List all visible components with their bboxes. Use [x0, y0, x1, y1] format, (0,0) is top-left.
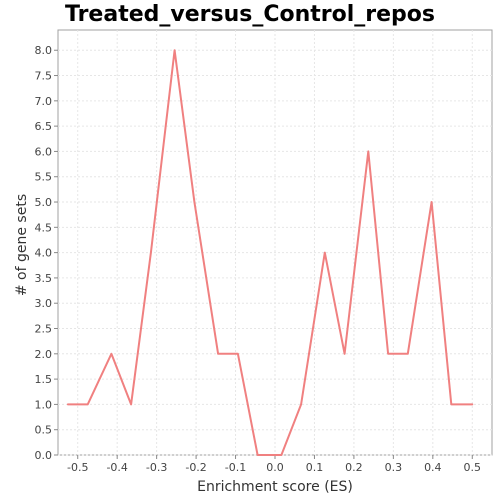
y-tick-label: 3.0	[35, 297, 53, 310]
y-tick-label: 4.0	[35, 247, 53, 260]
x-tick-label: -0.2	[185, 461, 206, 474]
y-axis-label: # of gene sets	[14, 194, 30, 296]
series-layer	[66, 49, 474, 456]
y-tick-label: 2.0	[35, 348, 53, 361]
x-tick-label: -0.5	[67, 461, 88, 474]
y-tick-label: 0.0	[35, 449, 53, 462]
y-tick-label: 6.5	[35, 120, 53, 133]
y-tick-label: 6.0	[35, 145, 53, 158]
x-tick-label: -0.3	[146, 461, 167, 474]
x-tick-label: -0.4	[106, 461, 127, 474]
x-tick-label: 0.1	[306, 461, 324, 474]
y-tick-label: 1.0	[35, 398, 53, 411]
y-tick-label: 4.5	[35, 221, 53, 234]
y-tick-label: 2.5	[35, 323, 53, 336]
y-tick-label: 1.5	[35, 373, 53, 386]
y-tick-label: 7.5	[35, 70, 53, 83]
x-tick-label: -0.1	[225, 461, 246, 474]
x-axis-label: Enrichment score (ES)	[197, 479, 353, 495]
y-tick-label: 5.0	[35, 196, 53, 209]
series-line	[66, 49, 474, 456]
y-tick-label: 3.5	[35, 272, 53, 285]
y-tick-label: 0.5	[35, 424, 53, 437]
y-tick-label: 8.0	[35, 44, 53, 57]
y-tick-label: 5.5	[35, 171, 53, 184]
x-tick-label: 0.5	[464, 461, 482, 474]
y-tick-label: 7.0	[35, 95, 53, 108]
x-tick-label: 0.2	[345, 461, 363, 474]
grid	[58, 30, 492, 456]
axis-ticks: 0.0 0.5 1.0 1.5 2.0 2.5 3.0 3.5 4.0 4.5 5.0 5.5 6.0 6…	[35, 44, 482, 474]
x-tick-label: 0.0	[266, 461, 284, 474]
x-tick-label: 0.4	[424, 461, 442, 474]
chart-title: Treated_versus_Control_repos	[65, 2, 435, 27]
x-tick-label: 0.3	[385, 461, 403, 474]
